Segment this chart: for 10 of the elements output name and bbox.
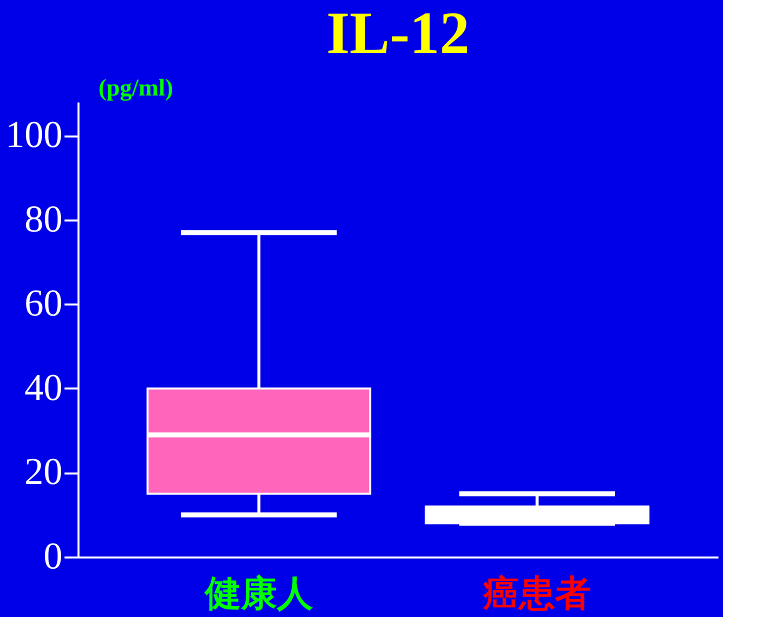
y-tick-label: 40 bbox=[24, 366, 62, 409]
y-tick-label: 20 bbox=[24, 451, 62, 494]
y-axis-title: (pg/ml) bbox=[98, 76, 174, 102]
y-tick-label: 0 bbox=[44, 536, 62, 578]
y-tick-label: 80 bbox=[24, 198, 62, 240]
x-tick-label: 健康人 bbox=[204, 574, 313, 614]
chart-title: IL-12 bbox=[326, 0, 470, 66]
y-tick-label: 100 bbox=[6, 114, 62, 156]
x-tick-label: 癌患者 bbox=[482, 574, 592, 614]
y-tick-label: 60 bbox=[24, 282, 62, 325]
